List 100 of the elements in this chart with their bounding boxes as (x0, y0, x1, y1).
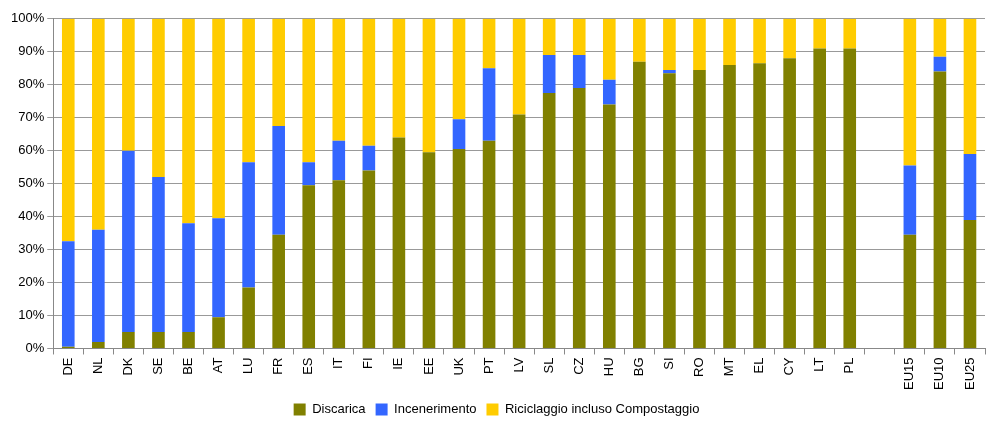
y-tick-label: 90% (18, 43, 45, 59)
y-tick-label: 60% (18, 142, 45, 158)
x-tick-label: PT (480, 357, 496, 375)
x-tick-label: RO (691, 357, 707, 377)
x-tick-label: BG (630, 357, 646, 377)
x-tick-label: EU10 (931, 357, 947, 391)
x-tick-label: FR (270, 357, 286, 375)
bar (963, 153, 977, 220)
bar (92, 229, 105, 342)
x-tick-label: IE (390, 357, 406, 370)
bar (903, 165, 917, 235)
bar (963, 18, 977, 154)
bar (182, 18, 195, 224)
bar (753, 18, 766, 64)
x-tick-label: LT (811, 357, 827, 372)
bar (723, 64, 736, 348)
x-tick-label: LV (510, 357, 526, 373)
x-tick-label: MT (721, 357, 737, 377)
legend-label: Riciclaggio incluso Compostaggio (504, 401, 700, 417)
bar (572, 55, 586, 89)
bar (663, 69, 676, 74)
bar (572, 88, 586, 348)
x-tick-label: UK (450, 357, 466, 376)
x-tick-label: EU15 (901, 357, 917, 391)
bar (212, 317, 225, 348)
x-tick-label: SE (150, 357, 166, 375)
y-tick-label: 20% (18, 274, 45, 290)
bar (813, 48, 826, 348)
bar (452, 119, 466, 150)
bar (572, 18, 586, 56)
x-tick-label: PL (841, 357, 857, 374)
bar (542, 92, 556, 348)
bar (182, 332, 195, 348)
x-tick-label: EU25 (961, 357, 977, 391)
bar (452, 149, 466, 348)
bar (542, 55, 556, 93)
bar (933, 56, 947, 72)
bar (482, 140, 496, 348)
x-tick-label: AT (210, 357, 226, 374)
bar (152, 18, 165, 178)
bar (843, 18, 857, 49)
x-tick-label: IT (330, 357, 346, 370)
y-tick-label: 50% (18, 175, 45, 191)
legend-label: Discarica (312, 401, 367, 417)
y-tick-label: 0% (25, 340, 45, 356)
bar (302, 162, 316, 186)
x-tick-label: HU (600, 357, 616, 377)
x-tick-label: FI (360, 357, 376, 370)
bar (362, 145, 376, 171)
bar (542, 18, 556, 56)
legend-label: Incenerimento (394, 401, 477, 417)
bar (783, 58, 796, 348)
y-tick-label: 70% (18, 109, 45, 125)
bar (843, 48, 857, 348)
bar (332, 18, 346, 141)
bar (332, 140, 346, 181)
bar (272, 18, 285, 126)
bar (122, 150, 135, 332)
bar (693, 69, 706, 348)
x-tick-label: DK (119, 357, 135, 376)
x-tick-label: SI (660, 357, 676, 370)
bar (392, 18, 406, 138)
x-tick-label: NL (89, 357, 105, 375)
bar (61, 18, 75, 242)
bar (242, 18, 255, 163)
bar (332, 180, 346, 348)
bar (61, 241, 75, 347)
y-tick-label: 80% (18, 76, 45, 92)
bar (452, 18, 466, 120)
bar (272, 125, 285, 235)
bar (903, 234, 917, 348)
x-tick-label: DE (59, 357, 75, 376)
bar (963, 219, 977, 348)
bar (422, 152, 436, 348)
bar (482, 68, 496, 141)
bar (933, 18, 947, 57)
bar (693, 18, 706, 70)
bar (212, 18, 225, 219)
bar (602, 79, 616, 105)
y-tick-label: 40% (18, 208, 45, 224)
x-tick-label: EE (420, 357, 436, 375)
bar (122, 18, 135, 151)
bar (242, 162, 255, 288)
bar (482, 18, 496, 69)
bar (753, 63, 766, 348)
x-tick-label: SL (540, 357, 556, 374)
y-tick-label: 10% (18, 307, 45, 323)
bar (663, 18, 676, 70)
bar (663, 73, 676, 348)
bar (152, 177, 165, 332)
bar (152, 332, 165, 348)
bar (813, 18, 826, 49)
y-tick-label: 100% (11, 10, 45, 26)
x-tick-label: EL (751, 357, 767, 374)
x-tick-label: ES (300, 357, 316, 375)
bar (92, 18, 105, 230)
bar (242, 287, 255, 348)
bar (633, 18, 646, 62)
bar (182, 223, 195, 332)
bar (302, 185, 316, 348)
